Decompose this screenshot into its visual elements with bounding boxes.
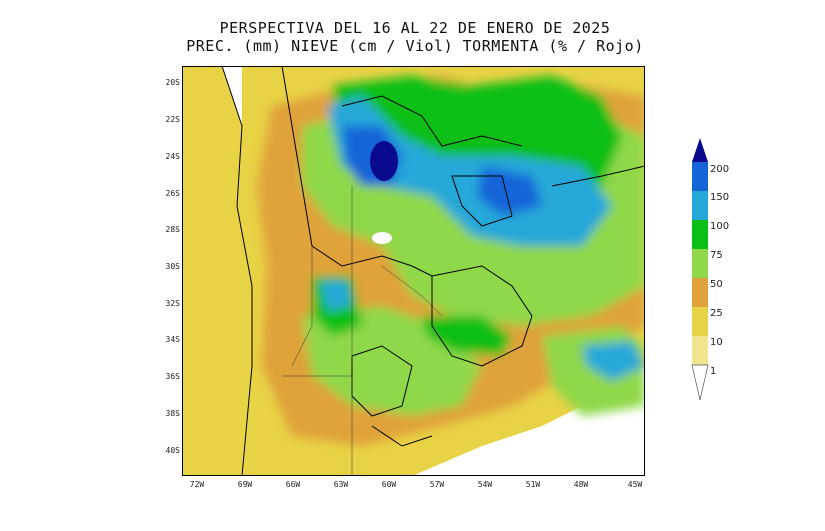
- lon-label: 51W: [525, 480, 541, 489]
- precip-region-100mm-north: [327, 96, 612, 246]
- lon-label: 72W: [189, 480, 205, 489]
- colorbar-segment-10: [692, 307, 708, 336]
- lat-label: 36S: [165, 372, 180, 381]
- precip-region-150mm-east: [477, 166, 542, 216]
- lon-label: 57W: [429, 480, 445, 489]
- province-borders: [282, 186, 443, 476]
- precip-region-200mm: [370, 141, 398, 181]
- colorbar-label: 25: [710, 308, 723, 319]
- no-rain-patch-small: [372, 232, 392, 244]
- lat-label: 28S: [165, 225, 180, 234]
- precip-region-100mm-ocean: [582, 341, 645, 381]
- colorbar-label: 10: [710, 337, 723, 348]
- precip-region-75mm-plata: [422, 316, 512, 356]
- precipitation-map: [182, 66, 645, 476]
- lat-label: 34S: [165, 335, 180, 344]
- colorbar-label: 50: [710, 279, 723, 290]
- lon-label: 54W: [477, 480, 493, 489]
- colorbar-label: 1: [710, 366, 717, 377]
- precip-band-chile: [182, 66, 252, 476]
- no-rain-patch: [512, 426, 645, 476]
- colorbar-label: 75: [710, 250, 723, 261]
- colorbar-segment-1: [692, 336, 708, 365]
- lat-label: 24S: [165, 152, 180, 161]
- lon-label: 45W: [627, 480, 643, 489]
- colorbar-segment-75: [692, 220, 708, 249]
- colorbar: [691, 138, 709, 401]
- colorbar-segment-150: [692, 162, 708, 191]
- lat-label: 30S: [165, 262, 180, 271]
- colorbar-label: 100: [710, 221, 730, 232]
- colorbar-segment-50: [692, 249, 708, 278]
- colorbar-top-arrow: [692, 138, 708, 162]
- lat-label: 26S: [165, 189, 180, 198]
- lon-label: 69W: [237, 480, 253, 489]
- lon-label: 60W: [381, 480, 397, 489]
- map-title-line1: PERSPECTIVA DEL 16 AL 22 DE ENERO DE 202…: [219, 19, 611, 37]
- lat-label: 20S: [165, 78, 180, 87]
- colorbar-segment-25: [692, 278, 708, 307]
- lon-label: 48W: [573, 480, 589, 489]
- country-borders: [221, 66, 645, 476]
- map-title-line2: PREC. (mm) NIEVE (cm / Viol) TORMENTA (%…: [186, 37, 644, 55]
- lat-label: 38S: [165, 409, 180, 418]
- colorbar-label: 200: [710, 164, 730, 175]
- lat-label: 40S: [165, 446, 180, 455]
- precip-region-100mm-pampa: [320, 281, 352, 311]
- lon-label: 66W: [285, 480, 301, 489]
- colorbar-segment-100: [692, 191, 708, 220]
- lat-label: 32S: [165, 299, 180, 308]
- colorbar-label: 150: [710, 192, 730, 203]
- lon-label: 63W: [333, 480, 349, 489]
- colorbar-bottom-arrow: [691, 364, 709, 401]
- lat-label: 22S: [165, 115, 180, 124]
